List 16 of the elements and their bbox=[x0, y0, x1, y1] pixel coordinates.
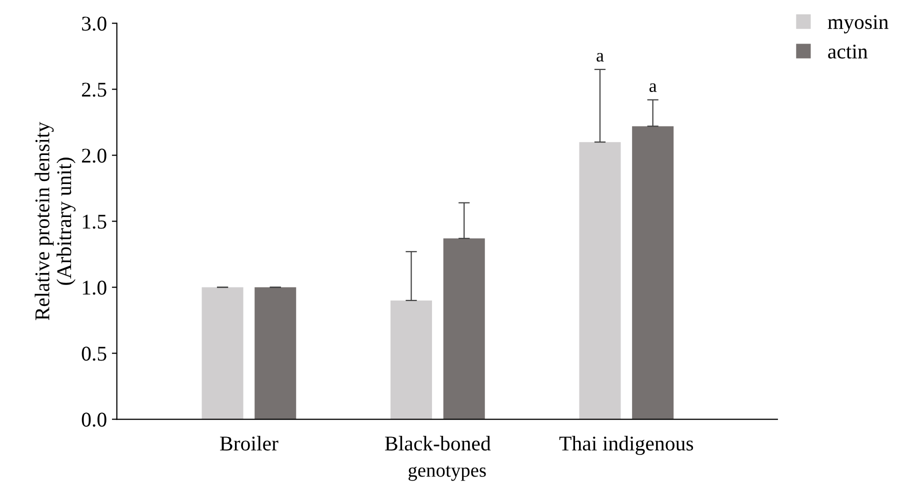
x-tick-label: Black-boned bbox=[385, 436, 491, 451]
y-tick-label: 1.5 bbox=[82, 214, 106, 229]
legend-label: myosin bbox=[828, 15, 888, 34]
x-tick-label: Thai indigenous bbox=[559, 436, 694, 455]
y-tick-label: 2.0 bbox=[82, 148, 106, 163]
y-tick-label: 0.0 bbox=[82, 412, 106, 427]
annotation: a bbox=[649, 83, 657, 92]
legend-label: actin bbox=[828, 44, 868, 59]
y-axis-title: Relative protein density (Arbitrary unit) bbox=[34, 122, 76, 320]
y-tick-label: 0.5 bbox=[82, 346, 106, 361]
y-tick-label: 2.5 bbox=[82, 82, 106, 97]
y-tick-label: 3.0 bbox=[82, 16, 106, 31]
y-tick-label: 1.0 bbox=[82, 280, 106, 295]
x-axis-title: genotypes bbox=[408, 466, 486, 481]
annotation: a bbox=[596, 52, 604, 62]
x-tick-label: Broiler bbox=[220, 436, 278, 451]
